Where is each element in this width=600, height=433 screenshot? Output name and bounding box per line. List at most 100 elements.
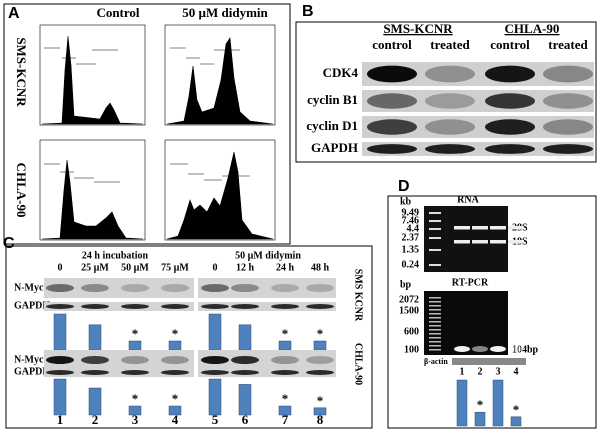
lane-number: 4 [172,412,179,427]
panel-c: 0 25 µM 50 µM 75 µM 0 12 h 24 h 48 h 1 2 3 4 5 6 7 8 N-M… [14,262,364,427]
band [121,284,149,292]
ladder-band [429,212,441,214]
row-title: SMS-KCNR [14,37,29,107]
histogram [166,37,274,125]
significance: * [317,326,324,341]
ladder-band [429,341,441,343]
hist-frame [39,24,146,126]
blot-strip [198,350,336,370]
gate-lines [44,47,118,65]
protein-label: cyclin B1 [307,92,358,107]
ladder-label: 9.49 [402,207,420,218]
band [485,144,535,154]
ladder-band [429,228,441,230]
band [485,93,535,109]
lane-number: 5 [212,412,219,427]
row-label: GAPDH [14,300,50,311]
gel-band [472,226,488,230]
lane-number: 2 [478,366,483,377]
band [306,284,334,292]
blot-strip [198,368,336,377]
gel-band [508,240,524,244]
band [425,144,475,154]
panel-label: B [302,3,314,20]
column-title: Control [96,5,139,20]
lane-number: 4 [514,366,519,377]
significance: * [477,397,484,412]
hist-frame [39,139,146,241]
ladder-label: 0.24 [402,259,420,270]
gel-band [508,346,524,352]
bar [278,405,292,416]
gate-lines [170,163,250,181]
bar [492,379,504,427]
lane-label: 75 µM [161,262,189,273]
band [271,370,299,375]
ladder-band [429,237,441,239]
band [271,356,299,364]
band [543,65,593,83]
ladder-band [429,329,441,331]
panel-label: C [3,235,15,252]
lane-label: 0 [213,262,218,273]
bar [168,405,182,416]
bar [278,340,292,351]
bar [128,405,142,416]
bar [88,324,102,351]
band [271,304,299,309]
ladder-label: 2072 [399,294,419,305]
significance: * [172,391,179,406]
condition: control [372,37,412,52]
band [46,370,74,375]
significance: * [132,391,139,406]
band [231,370,259,375]
bar [128,340,142,351]
unit: bp [400,279,412,290]
blot-strip [44,368,194,377]
bar [53,313,67,351]
ladder-band [429,317,441,319]
blot-strip [198,278,336,298]
bar [456,379,468,427]
lane-number: 1 [460,366,465,377]
bar [53,378,67,416]
band [161,284,189,292]
blot-strip [44,350,194,370]
histograms [39,24,276,241]
ladder-band [429,337,441,339]
band [231,284,259,292]
bar [168,340,182,351]
protein-label: cyclin D1 [306,118,358,133]
band [81,356,109,364]
band [201,356,229,364]
lane-number: 3 [132,412,139,427]
row-title: CHLA-90 [14,163,29,218]
band [485,65,535,83]
cell-line: SMS-KCNR [383,21,453,36]
significance: * [513,402,520,417]
lane-number: 3 [496,366,501,377]
gel-band [454,240,470,244]
lane-number: 2 [92,412,99,427]
lane-label: 24 h [276,262,295,273]
bar [208,378,222,416]
bar [88,387,102,416]
significance: * [282,326,289,341]
bar [474,411,486,427]
gel-band [454,346,470,352]
gel-band [454,226,470,230]
gel-band [472,240,488,244]
row-label: N-Myc [14,354,44,365]
band [161,304,189,309]
ladder-band [429,249,441,251]
blot-strip [362,142,594,156]
band [425,93,475,109]
lane-label: 48 h [311,262,330,273]
ladder-band [429,264,441,266]
bar [238,384,252,416]
group-title: 50 µM didymin [235,250,301,261]
band [231,304,259,309]
panel-a-frame [3,3,291,245]
ladder-label: 4.4 [407,223,420,234]
ladder-label: 1.35 [402,244,420,255]
